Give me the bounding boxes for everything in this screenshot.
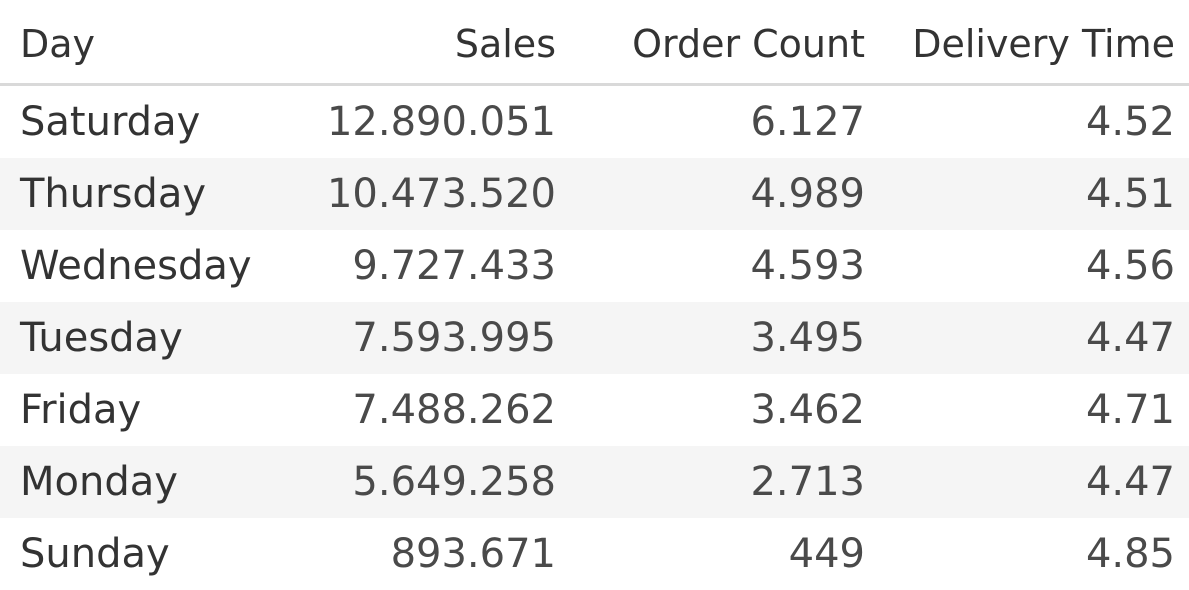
cell-sales: 893.671	[390, 531, 556, 577]
cell-order-count: 3.462	[750, 387, 865, 433]
cell-delivery-time: 4.56	[1085, 243, 1175, 289]
cell-day: Saturday	[20, 99, 201, 145]
table-row[interactable]: Wednesday 9.727.433 4.593 4.56	[0, 230, 1189, 302]
table-row[interactable]: Saturday 12.890.051 6.127 4.52	[0, 86, 1189, 158]
cell-sales: 7.488.262	[352, 387, 556, 433]
cell-order-count: 449	[788, 531, 865, 577]
cell-delivery-time: 4.47	[1085, 315, 1175, 361]
cell-day: Monday	[20, 459, 178, 505]
cell-order-count: 4.989	[750, 171, 865, 217]
cell-order-count: 3.495	[750, 315, 865, 361]
cell-delivery-time: 4.51	[1085, 171, 1175, 217]
table-row[interactable]: Sunday 893.671 449 4.85	[0, 518, 1189, 590]
table-row[interactable]: Friday 7.488.262 3.462 4.71	[0, 374, 1189, 446]
cell-sales: 7.593.995	[352, 315, 556, 361]
table-row[interactable]: Thursday 10.473.520 4.989 4.51	[0, 158, 1189, 230]
cell-day: Friday	[20, 387, 142, 433]
cell-day: Wednesday	[20, 243, 252, 289]
cell-delivery-time: 4.52	[1085, 99, 1175, 145]
cell-sales: 5.649.258	[352, 459, 556, 505]
cell-day: Thursday	[20, 171, 206, 217]
cell-sales: 10.473.520	[326, 171, 556, 217]
cell-day: Sunday	[20, 531, 170, 577]
cell-day: Tuesday	[20, 315, 183, 361]
table-row[interactable]: Monday 5.649.258 2.713 4.47	[0, 446, 1189, 518]
cell-delivery-time: 4.85	[1085, 531, 1175, 577]
cell-sales: 9.727.433	[352, 243, 556, 289]
table-row[interactable]: Tuesday 7.593.995 3.495 4.47	[0, 302, 1189, 374]
cell-order-count: 6.127	[750, 99, 865, 145]
cell-delivery-time: 4.47	[1085, 459, 1175, 505]
cell-sales: 12.890.051	[326, 99, 556, 145]
column-header-sales[interactable]: Sales	[454, 21, 556, 66]
cell-delivery-time: 4.71	[1085, 387, 1175, 433]
cell-order-count: 2.713	[750, 459, 865, 505]
table-header: Day Sales Order Count Delivery Time	[0, 0, 1189, 86]
column-header-order-count[interactable]: Order Count	[632, 21, 865, 66]
cell-order-count: 4.593	[750, 243, 865, 289]
column-header-day[interactable]: Day	[20, 21, 96, 66]
column-header-delivery-time[interactable]: Delivery Time	[912, 21, 1175, 66]
